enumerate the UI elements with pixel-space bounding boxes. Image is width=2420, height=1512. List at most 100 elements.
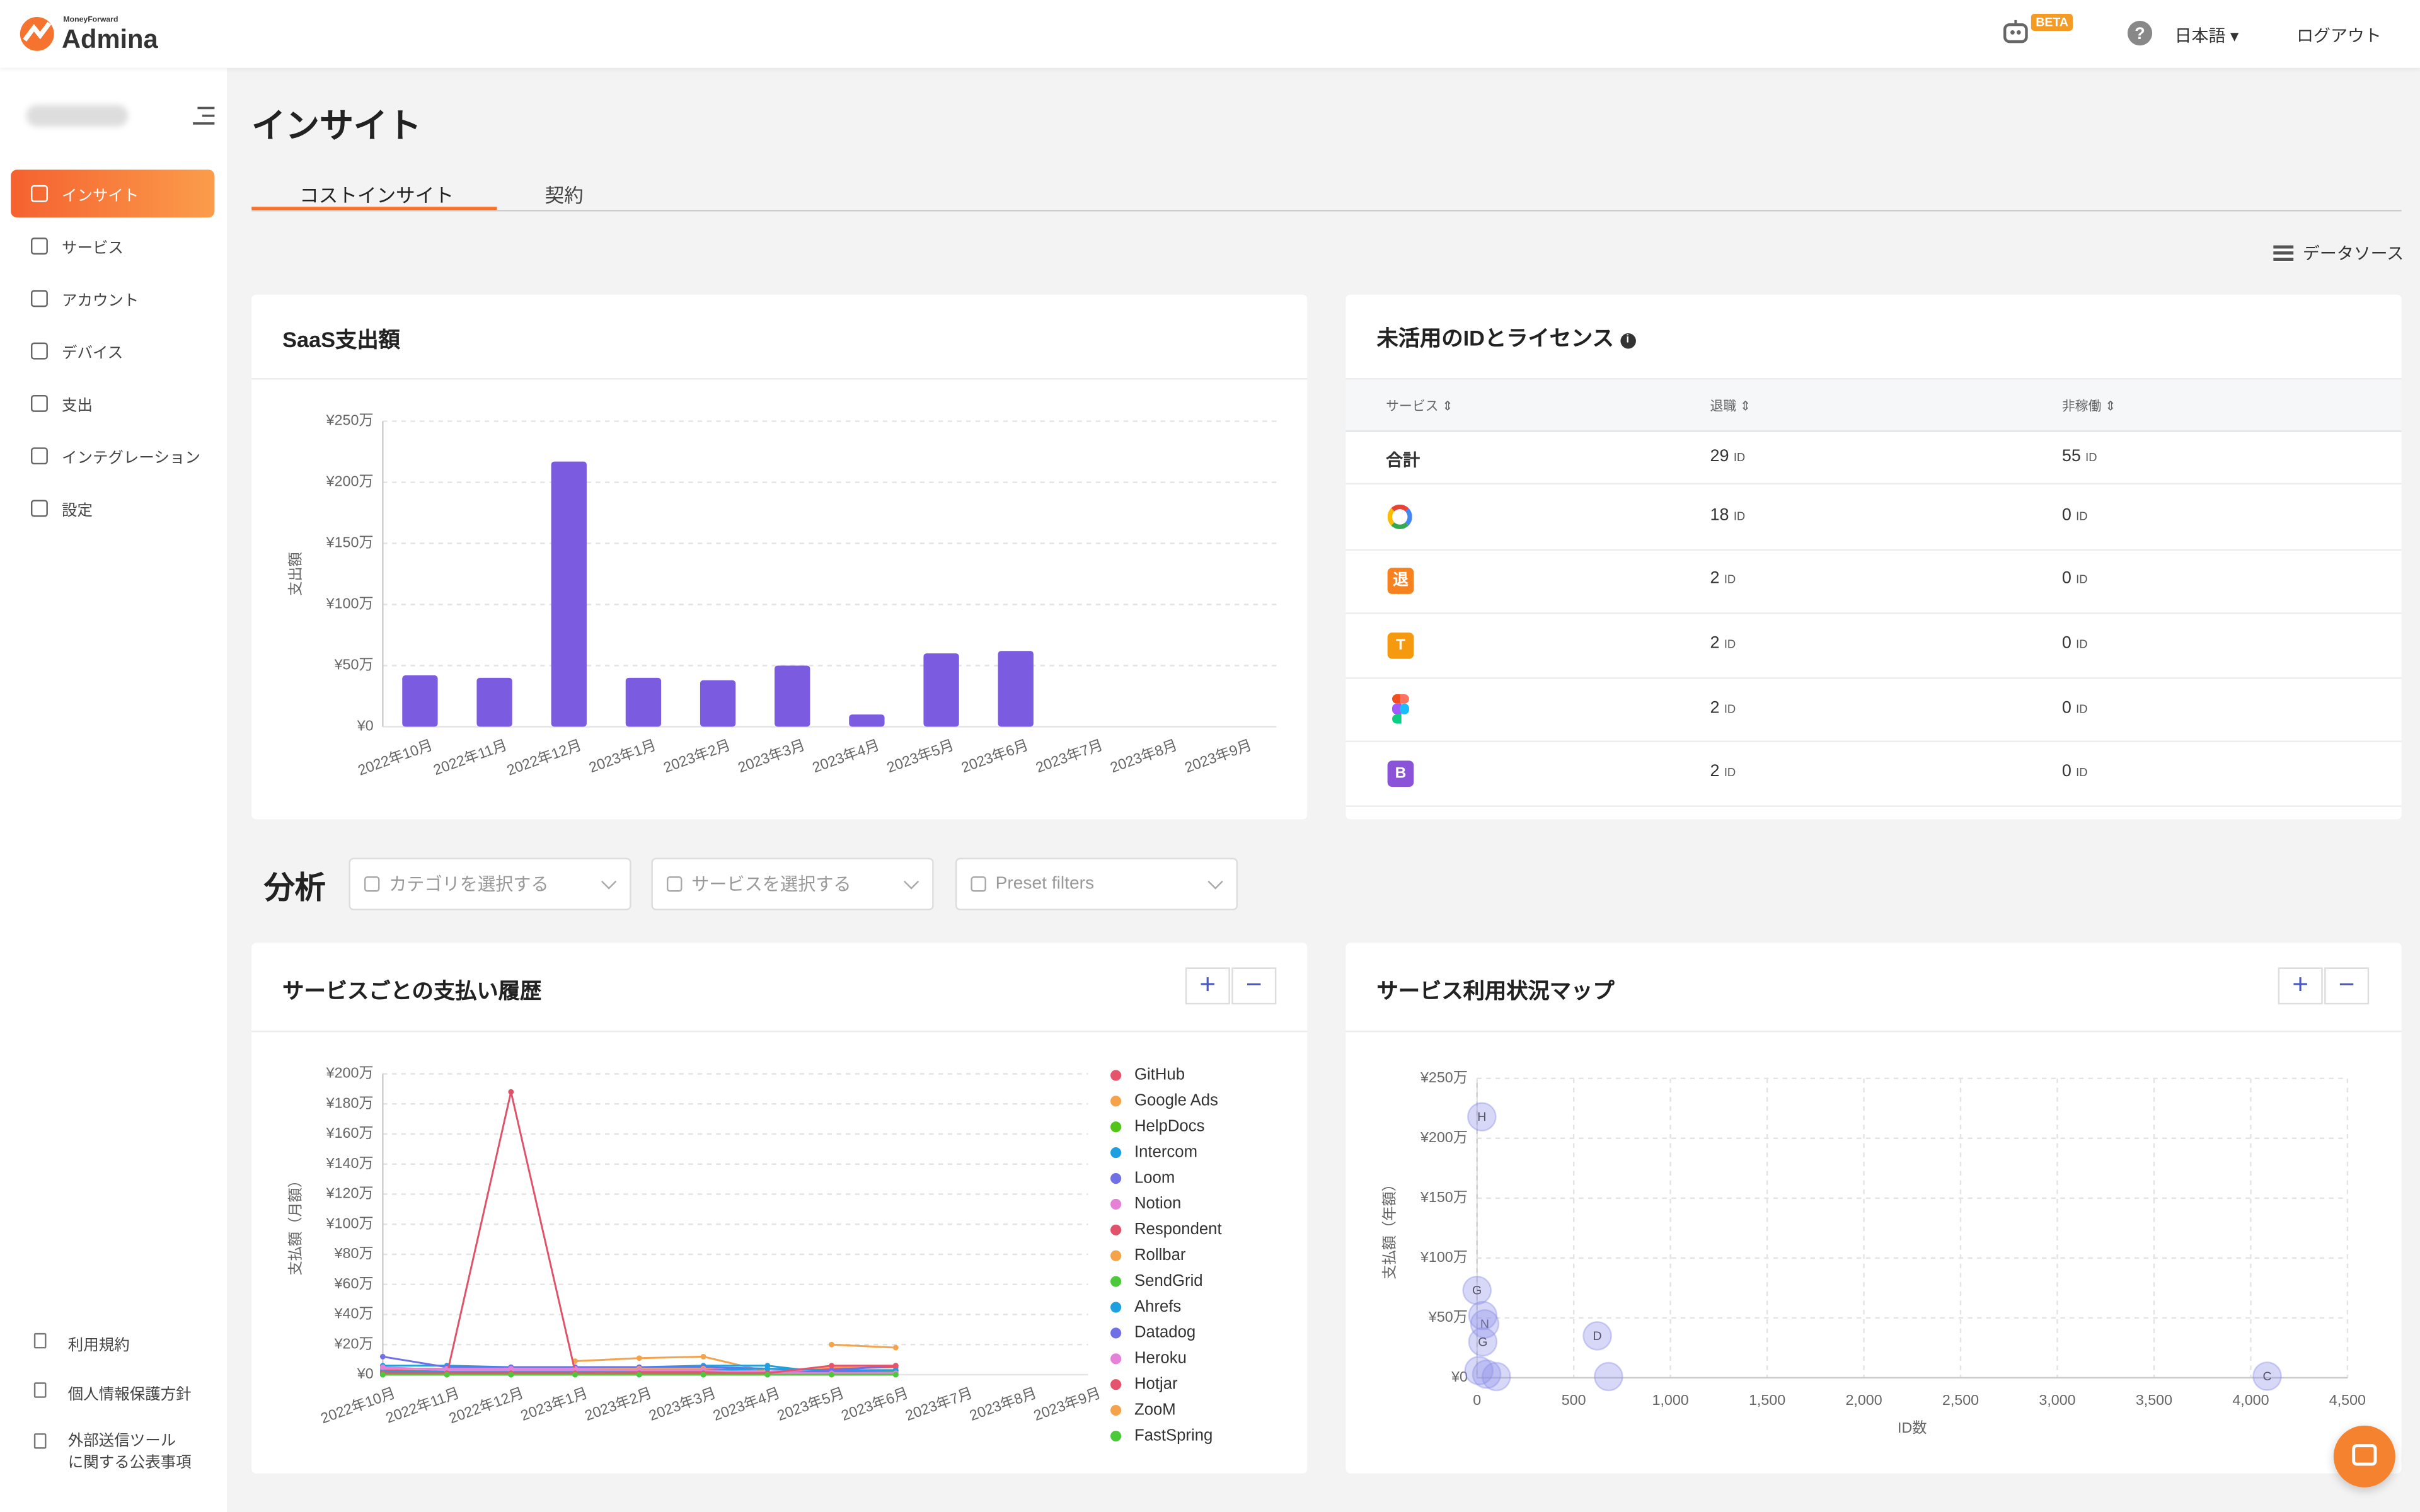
footer-line: 外部送信ツール (67, 1433, 176, 1451)
nav-item[interactable]: アカウント (11, 275, 214, 323)
column-name: 退職 (1710, 398, 1737, 414)
value: 0 (2061, 634, 2071, 653)
filter[interactable]: サービスを選択する (651, 857, 934, 910)
row-divider (1345, 483, 2402, 484)
nav-icon (30, 290, 48, 307)
y-tick-label: ¥150万 (326, 534, 374, 551)
filter[interactable]: カテゴリを選択する (349, 857, 631, 910)
brand[interactable]: Admina (61, 25, 158, 54)
column-header[interactable]: サービス ⇕ (1386, 398, 1453, 414)
cell: 0 ID (2062, 762, 2088, 781)
bubble[interactable] (1467, 1102, 1497, 1131)
org-name-blurred (26, 105, 129, 127)
legend-swatch (1110, 1302, 1122, 1313)
tab[interactable]: コストインサイト (299, 185, 454, 207)
nav-icon (30, 447, 48, 465)
footer-link[interactable]: 個人情報保護方針 (33, 1381, 192, 1404)
language: 日本語 (2174, 28, 2226, 47)
column-header[interactable]: 非稼働 ⇕ (2061, 398, 2116, 414)
x-tick-label: 2023年3月 (735, 736, 807, 776)
bubble[interactable] (1462, 1275, 1492, 1305)
beta-badge: BETA (2031, 14, 2073, 31)
legend-label: Heroku (1134, 1349, 1187, 1367)
filter-icon (971, 876, 986, 892)
zoom-out[interactable]: − (1231, 967, 1277, 1005)
legend-label: Datadog (1134, 1324, 1196, 1341)
footer-link[interactable]: 利用規約 (33, 1331, 130, 1354)
bubble[interactable] (1594, 1361, 1623, 1392)
x-tick-label: 2023年7月 (1034, 736, 1105, 776)
robot-icon[interactable] (2002, 18, 2029, 46)
tab[interactable]: 契約 (544, 185, 584, 207)
legend-swatch (1110, 1147, 1122, 1159)
nav-item[interactable]: デバイス (11, 327, 214, 375)
y-tick-label: ¥0 (357, 718, 374, 734)
data-source-button[interactable]: データソース (2273, 241, 2404, 265)
nav-item[interactable]: インテグレーション (11, 432, 214, 480)
bubble[interactable] (1468, 1327, 1498, 1357)
unit: ID (1724, 765, 1736, 780)
nav-label: インテグレーション (61, 450, 200, 468)
bubble[interactable] (1472, 1359, 1502, 1389)
legend-label: Hotjar (1134, 1375, 1178, 1393)
filter[interactable]: Preset filters (955, 857, 1238, 910)
data-point (379, 1353, 386, 1360)
nav-item[interactable]: 支出 (11, 379, 214, 427)
bubble-label: H (1477, 1110, 1486, 1124)
row-divider (1345, 612, 2402, 615)
nav-item[interactable]: インサイト (11, 169, 215, 218)
nav-label: サービス (61, 241, 124, 258)
legend-swatch (1110, 1096, 1122, 1107)
footer-link[interactable]: 外部送信ツール に関する公表事項 (33, 1432, 192, 1475)
y-tick-label: ¥200万 (326, 473, 374, 490)
total-label: 合計 (1386, 452, 1420, 471)
zoom-in[interactable]: + (1185, 967, 1230, 1005)
x-tick-label: 2023年8月 (967, 1384, 1039, 1423)
y-tick-label: ¥50万 (334, 656, 374, 673)
service-icon: 退 (1387, 567, 1414, 594)
collapse-button[interactable] (192, 105, 216, 127)
bubble[interactable] (1482, 1361, 1511, 1392)
help-icon[interactable]: ? (2127, 20, 2153, 47)
x-tick-label: 2023年8月 (1108, 736, 1179, 776)
y-axis-label: 支払額（年額） (1381, 1177, 1398, 1280)
bubble[interactable] (1582, 1321, 1612, 1351)
card-title: サービス利用状況マップ (1376, 978, 1615, 1003)
table-card: 未活用のIDとライセンス i サービス ⇕ 退職 ⇕ 非稼働 ⇕ 合計 29 ID… (1345, 294, 2402, 820)
bubble[interactable] (2252, 1361, 2282, 1391)
logout[interactable]: ログアウト (2296, 28, 2382, 47)
bubble[interactable] (1468, 1300, 1498, 1331)
zoom-in[interactable]: + (2278, 967, 2323, 1005)
x-tick-label: 2023年4月 (711, 1384, 782, 1423)
y-tick-label: ¥100万 (326, 595, 374, 612)
legend-swatch (1110, 1353, 1122, 1365)
nav-item[interactable]: サービス (11, 222, 214, 270)
bar (775, 665, 810, 727)
data-point (829, 1341, 834, 1348)
cell: 0 ID (2062, 634, 2088, 653)
unit: ID (1724, 573, 1736, 587)
legend-label: Respondent (1134, 1220, 1222, 1238)
unit: ID (1733, 508, 1746, 523)
y-tick-label: ¥200万 (326, 1065, 374, 1081)
info-icon[interactable]: i (1620, 333, 1636, 349)
filter-icon (666, 876, 683, 892)
figma-part (1392, 703, 1402, 714)
y-tick-label: ¥250万 (326, 412, 374, 428)
series-line (831, 1343, 896, 1349)
bubble[interactable] (1464, 1356, 1494, 1385)
y-tick-label: ¥250万 (1420, 1069, 1468, 1085)
bubble[interactable] (1470, 1309, 1500, 1339)
x-tick-label: 2023年6月 (839, 1384, 910, 1423)
column-header[interactable]: 退職 ⇕ (1710, 398, 1751, 414)
x-tick-label: 0 (1473, 1392, 1481, 1408)
language-select[interactable]: 日本語 ▾ (2174, 28, 2239, 47)
nav-item[interactable]: 設定 (11, 484, 214, 532)
nav-icon (30, 238, 48, 255)
chat-button[interactable] (2333, 1425, 2395, 1487)
nav-label: デバイス (61, 345, 124, 363)
figma-icon (1392, 694, 1409, 724)
cell: 0 ID (2062, 570, 2088, 588)
y-tick-label: ¥60万 (334, 1275, 374, 1292)
zoom-out[interactable]: − (2324, 967, 2370, 1005)
